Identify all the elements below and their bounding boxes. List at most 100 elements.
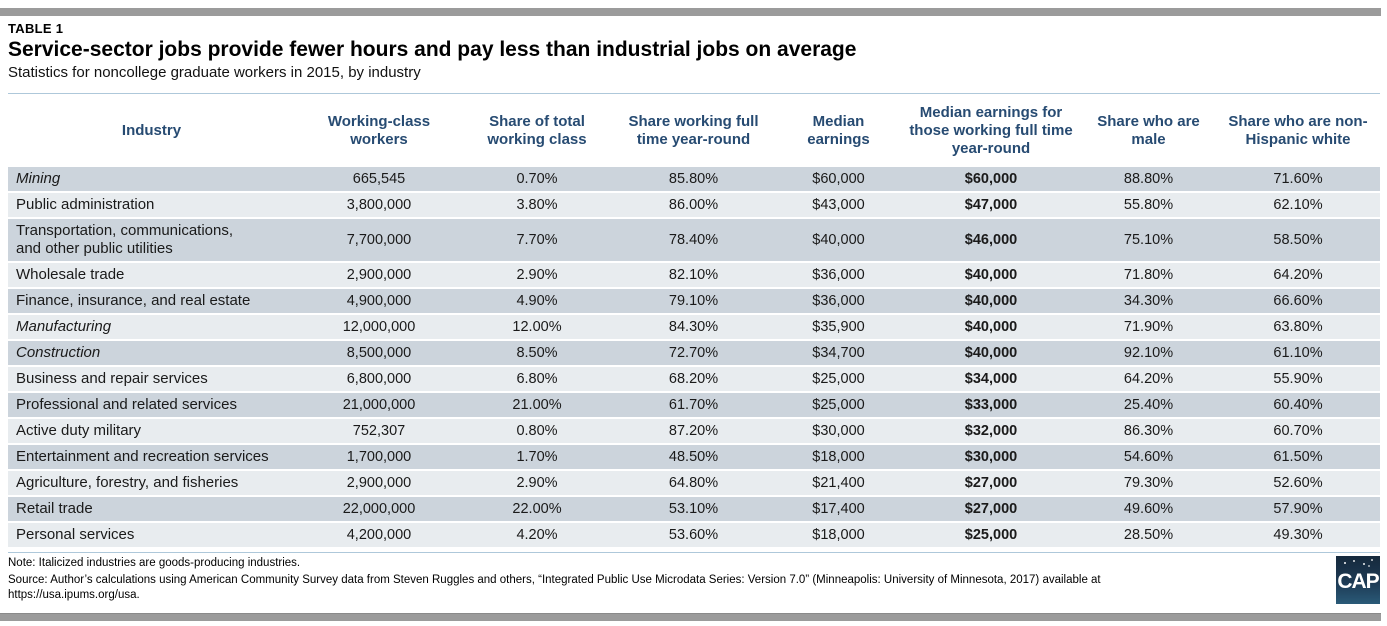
- share-ft-cell: 86.00%: [611, 192, 776, 219]
- table-row-public-administration: Public administration 3,800,000 3.80% 86…: [8, 192, 1380, 219]
- median-ft-cell: $32,000: [901, 418, 1081, 445]
- median-ft-cell: $40,000: [901, 262, 1081, 289]
- share-white-cell: 63.80%: [1216, 314, 1380, 341]
- share-white-cell: 49.30%: [1216, 522, 1380, 549]
- median-ft-cell: $40,000: [901, 288, 1081, 315]
- workers-cell: 2,900,000: [295, 470, 463, 497]
- share-white-cell: 58.50%: [1216, 218, 1380, 263]
- workers-cell: 6,800,000: [295, 366, 463, 393]
- median-cell: $30,000: [776, 418, 901, 445]
- share-ft-cell: 84.30%: [611, 314, 776, 341]
- table-row-agriculture: Agriculture, forestry, and fisheries 2,9…: [8, 470, 1380, 497]
- share-male-cell: 71.90%: [1081, 314, 1216, 341]
- share-male-cell: 25.40%: [1081, 392, 1216, 419]
- table-row-active-duty-military: Active duty military 752,307 0.80% 87.20…: [8, 418, 1380, 445]
- share-white-cell: 61.10%: [1216, 340, 1380, 367]
- share-ft-cell: 48.50%: [611, 444, 776, 471]
- share-male-cell: 64.20%: [1081, 366, 1216, 393]
- median-ft-cell: $40,000: [901, 340, 1081, 367]
- median-cell: $36,000: [776, 262, 901, 289]
- median-ft-cell: $27,000: [901, 470, 1081, 497]
- share-male-cell: 28.50%: [1081, 522, 1216, 549]
- table-row-construction: Construction 8,500,000 8.50% 72.70% $34,…: [8, 340, 1380, 367]
- share-male-cell: 75.10%: [1081, 218, 1216, 263]
- share-total-cell: 8.50%: [463, 340, 611, 367]
- industry-cell: Retail trade: [8, 496, 295, 523]
- share-white-cell: 55.90%: [1216, 366, 1380, 393]
- table-source: Source: Author’s calculations using Amer…: [8, 573, 1158, 603]
- industry-cell: Mining: [8, 167, 295, 193]
- median-ft-cell: $60,000: [901, 167, 1081, 193]
- table-header-row: Industry Working-class workers Share of …: [8, 93, 1380, 167]
- share-total-cell: 0.80%: [463, 418, 611, 445]
- table-row-finance: Finance, insurance, and real estate 4,90…: [8, 288, 1380, 315]
- share-total-cell: 4.20%: [463, 522, 611, 549]
- share-male-cell: 55.80%: [1081, 192, 1216, 219]
- top-divider-bar: [0, 8, 1381, 16]
- cap-logo: CAP: [1336, 556, 1380, 604]
- col-header-share-male: Share who are male: [1081, 93, 1216, 167]
- industry-cell: Entertainment and recreation services: [8, 444, 295, 471]
- table-row-professional: Professional and related services 21,000…: [8, 392, 1380, 419]
- share-male-cell: 49.60%: [1081, 496, 1216, 523]
- industry-cell: Business and repair services: [8, 366, 295, 393]
- median-cell: $40,000: [776, 218, 901, 263]
- median-cell: $34,700: [776, 340, 901, 367]
- share-white-cell: 66.60%: [1216, 288, 1380, 315]
- workers-cell: 752,307: [295, 418, 463, 445]
- col-header-share-total: Share of total working class: [463, 93, 611, 167]
- table-row-manufacturing: Manufacturing 12,000,000 12.00% 84.30% $…: [8, 314, 1380, 341]
- share-white-cell: 52.60%: [1216, 470, 1380, 497]
- share-white-cell: 62.10%: [1216, 192, 1380, 219]
- share-male-cell: 79.30%: [1081, 470, 1216, 497]
- share-male-cell: 54.60%: [1081, 444, 1216, 471]
- source-text: Source: Author’s calculations using Amer…: [8, 574, 1101, 586]
- median-cell: $36,000: [776, 288, 901, 315]
- share-ft-cell: 61.70%: [611, 392, 776, 419]
- share-total-cell: 4.90%: [463, 288, 611, 315]
- share-total-cell: 2.90%: [463, 262, 611, 289]
- share-white-cell: 60.40%: [1216, 392, 1380, 419]
- share-ft-cell: 72.70%: [611, 340, 776, 367]
- industry-cell: Personal services: [8, 522, 295, 549]
- share-white-cell: 57.90%: [1216, 496, 1380, 523]
- share-male-cell: 88.80%: [1081, 167, 1216, 193]
- table-note: Note: Italicized industries are goods-pr…: [8, 557, 301, 569]
- workers-cell: 21,000,000: [295, 392, 463, 419]
- share-ft-cell: 53.60%: [611, 522, 776, 549]
- workers-cell: 4,200,000: [295, 522, 463, 549]
- median-cell: $18,000: [776, 522, 901, 549]
- col-header-median-earnings-ft: Median earnings for those working full t…: [901, 93, 1081, 167]
- logo-stars-icon: [1344, 562, 1346, 564]
- col-header-working-class-workers: Working-class workers: [295, 93, 463, 167]
- table-row-business-repair: Business and repair services 6,800,000 6…: [8, 366, 1380, 393]
- share-total-cell: 0.70%: [463, 167, 611, 193]
- share-ft-cell: 87.20%: [611, 418, 776, 445]
- industry-cell: Manufacturing: [8, 314, 295, 341]
- share-white-cell: 64.20%: [1216, 262, 1380, 289]
- share-total-cell: 2.90%: [463, 470, 611, 497]
- median-cell: $21,400: [776, 470, 901, 497]
- share-ft-cell: 82.10%: [611, 262, 776, 289]
- bottom-divider-bar: [0, 613, 1381, 621]
- workers-cell: 2,900,000: [295, 262, 463, 289]
- median-cell: $35,900: [776, 314, 901, 341]
- col-header-share-white: Share who are non-Hispanic white: [1216, 93, 1380, 167]
- median-ft-cell: $30,000: [901, 444, 1081, 471]
- workers-cell: 8,500,000: [295, 340, 463, 367]
- workers-cell: 7,700,000: [295, 218, 463, 263]
- share-ft-cell: 64.80%: [611, 470, 776, 497]
- share-total-cell: 21.00%: [463, 392, 611, 419]
- share-ft-cell: 85.80%: [611, 167, 776, 193]
- share-white-cell: 60.70%: [1216, 418, 1380, 445]
- share-total-cell: 6.80%: [463, 366, 611, 393]
- share-male-cell: 92.10%: [1081, 340, 1216, 367]
- cap-logo-text: CAP: [1337, 570, 1379, 593]
- share-total-cell: 7.70%: [463, 218, 611, 263]
- industry-cell: Transportation, communications, and othe…: [8, 218, 295, 263]
- median-cell: $43,000: [776, 192, 901, 219]
- table-label: TABLE 1: [8, 21, 64, 36]
- statistics-table: Industry Working-class workers Share of …: [8, 93, 1380, 549]
- table-row-retail-trade: Retail trade 22,000,000 22.00% 53.10% $1…: [8, 496, 1380, 523]
- workers-cell: 3,800,000: [295, 192, 463, 219]
